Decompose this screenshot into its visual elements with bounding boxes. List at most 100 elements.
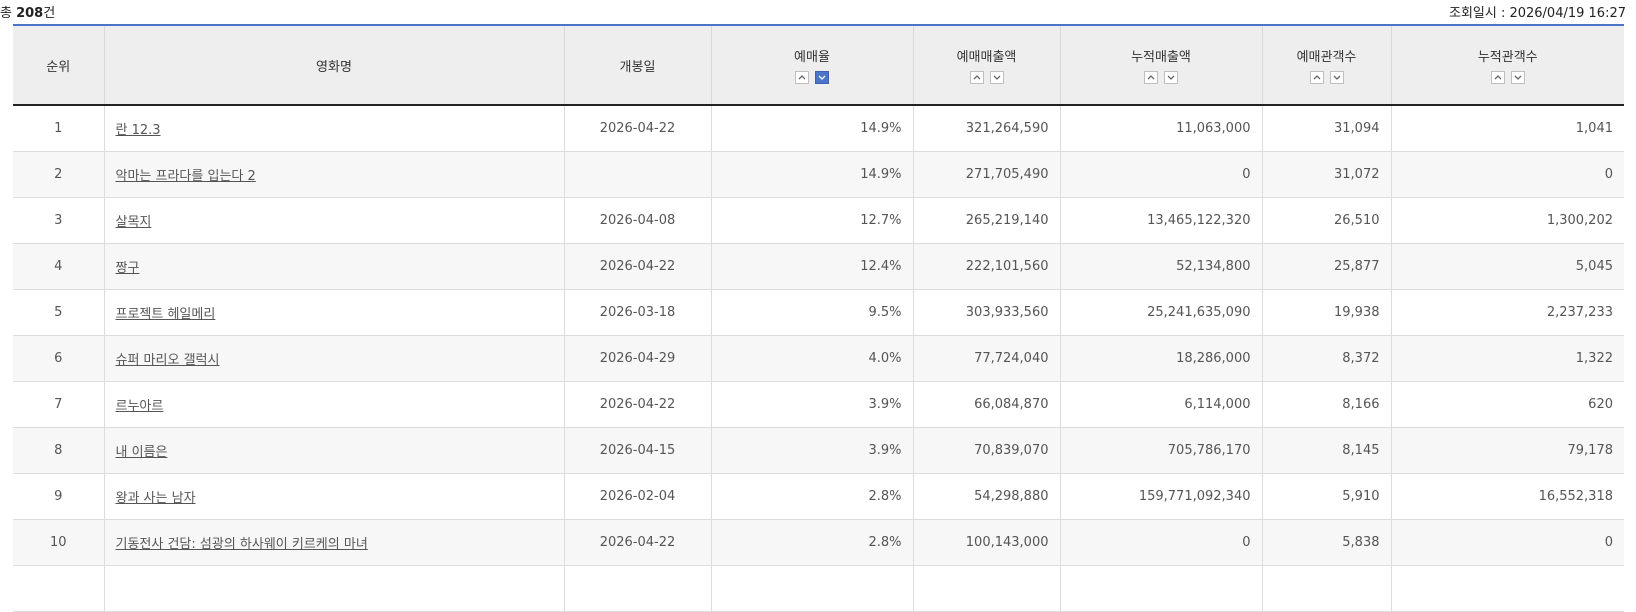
table-row: 8 내 이름은 2026-04-15 3.9% 70,839,070 705,786,17… — [13, 427, 1624, 474]
cell-reservation-sales: 100,143,000 — [912, 519, 1060, 566]
column-header-label: 개봉일 — [619, 59, 656, 75]
movie-title-link[interactable]: 르누아르 — [115, 399, 164, 414]
column-header-label: 예매매출액 — [956, 49, 1017, 65]
movie-title-link[interactable]: 짱구 — [115, 261, 140, 276]
column-header-title: 영화명 — [103, 25, 564, 105]
cell-rank: 1 — [13, 105, 104, 152]
cell-rank: 8 — [13, 427, 104, 474]
cell-reservation-audience: 5,910 — [1261, 473, 1391, 520]
cell-cumulative-audience: 620 — [1390, 381, 1624, 428]
column-header-label: 순위 — [46, 59, 71, 75]
sort-desc-button[interactable] — [989, 70, 1004, 84]
cell-rank: 4 — [13, 243, 104, 290]
cell-release-date: 2026-04-29 — [563, 335, 711, 382]
cell-cumulative-sales: 25,241,635,090 — [1059, 289, 1262, 336]
cell-cumulative-audience: 79,178 — [1390, 427, 1624, 474]
cell-cumulative-audience: 0 — [1390, 151, 1624, 198]
cell-reservation-audience: 19,938 — [1261, 289, 1391, 336]
movie-title-link[interactable]: 프로젝트 헤일메리 — [115, 307, 216, 322]
cell-release-date: 2026-04-15 — [563, 427, 711, 474]
cell-release-date — [563, 151, 711, 198]
sort-asc-button[interactable] — [1144, 70, 1158, 84]
column-header-reservation-audience: 예매관객수 — [1261, 25, 1391, 105]
cell-cumulative-audience — [1390, 565, 1624, 612]
sort-controls — [712, 70, 913, 85]
movie-title-link[interactable]: 란 12.3 — [115, 123, 161, 138]
cell-reservation-sales: 265,219,140 — [912, 197, 1060, 244]
cell-rank: 7 — [13, 381, 104, 428]
cell-reservation-sales — [912, 565, 1060, 612]
cell-reservation-rate: 2.8% — [710, 519, 913, 566]
cell-title: 살목지 — [103, 197, 564, 244]
cell-reservation-sales: 271,705,490 — [912, 151, 1060, 198]
table-row: 10 기동전사 건담: 섬광의 하사웨이 키르케의 마녀 2026-04-22 2.8… — [13, 519, 1624, 566]
column-header-reservation-rate: 예매율 — [710, 25, 913, 105]
cell-reservation-audience: 5,838 — [1261, 519, 1391, 566]
movie-title-link[interactable]: 내 이름은 — [115, 445, 168, 460]
cell-reservation-audience: 31,072 — [1261, 151, 1391, 198]
cell-title: 기동전사 건담: 섬광의 하사웨이 키르케의 마녀 — [103, 519, 564, 566]
sort-asc-button[interactable] — [795, 70, 809, 84]
cell-reservation-audience: 26,510 — [1261, 197, 1391, 244]
cell-cumulative-audience: 0 — [1390, 519, 1624, 566]
cell-reservation-rate: 12.7% — [710, 197, 913, 244]
sort-asc-button[interactable] — [969, 70, 984, 84]
boxoffice-table-wrap: 순위 영화명 개봉일 예매율 예매매출액 누적매출액 예매관객수 누적관객수 1 란 12.3 2… — [13, 24, 1624, 612]
sort-desc-button[interactable] — [1329, 70, 1344, 84]
sort-controls — [1263, 70, 1391, 85]
table-header-row: 순위 영화명 개봉일 예매율 예매매출액 누적매출액 예매관객수 누적관객수 — [13, 25, 1624, 105]
cell-reservation-sales: 222,101,560 — [912, 243, 1060, 290]
cell-reservation-rate: 4.0% — [710, 335, 913, 382]
sort-desc-button[interactable] — [1164, 70, 1178, 84]
cell-reservation-rate: 3.9% — [710, 381, 913, 428]
sort-asc-button[interactable] — [1490, 70, 1505, 84]
sort-asc-button[interactable] — [1309, 70, 1324, 84]
cell-title — [103, 565, 564, 612]
cell-release-date — [563, 565, 711, 612]
cell-cumulative-audience: 2,237,233 — [1390, 289, 1624, 336]
cell-reservation-rate: 9.5% — [710, 289, 913, 336]
cell-release-date: 2026-04-22 — [563, 381, 711, 428]
cell-title: 짱구 — [103, 243, 564, 290]
sort-desc-button[interactable] — [1510, 70, 1525, 84]
column-header-release-date: 개봉일 — [563, 25, 711, 105]
cell-title: 악마는 프라다를 입는다 2 — [103, 151, 564, 198]
movie-title-link[interactable]: 악마는 프라다를 입는다 2 — [115, 169, 256, 184]
query-timestamp: 조회일시 : 2026/04/19 16:27 — [1448, 6, 1626, 21]
cell-reservation-rate: 14.9% — [710, 151, 913, 198]
cell-reservation-rate: 3.9% — [710, 427, 913, 474]
cell-cumulative-audience: 1,322 — [1390, 335, 1624, 382]
cell-cumulative-sales: 18,286,000 — [1059, 335, 1262, 382]
table-row: 7 르누아르 2026-04-22 3.9% 66,084,870 6,114,000 8,… — [13, 381, 1624, 428]
cell-reservation-rate: 12.4% — [710, 243, 913, 290]
movie-title-link[interactable]: 슈퍼 마리오 갤럭시 — [115, 353, 220, 368]
column-header-label: 누적관객수 — [1477, 49, 1538, 65]
cell-reservation-sales: 77,724,040 — [912, 335, 1060, 382]
cell-cumulative-audience: 1,300,202 — [1390, 197, 1624, 244]
cell-reservation-audience — [1261, 565, 1391, 612]
sort-desc-button[interactable] — [815, 70, 829, 84]
table-row: 2 악마는 프라다를 입는다 2 14.9% 271,705,490 0 31,072 0 — [13, 151, 1624, 198]
column-header-label: 예매관객수 — [1296, 49, 1357, 65]
movie-title-link[interactable]: 왕과 사는 남자 — [115, 491, 196, 506]
table-row: 6 슈퍼 마리오 갤럭시 2026-04-29 4.0% 77,724,040 18,28… — [13, 335, 1624, 382]
cell-title: 내 이름은 — [103, 427, 564, 474]
column-header-label: 누적매출액 — [1131, 49, 1191, 65]
cell-rank — [13, 565, 104, 612]
movie-title-link[interactable]: 기동전사 건담: 섬광의 하사웨이 키르케의 마녀 — [115, 537, 368, 552]
cell-rank: 5 — [13, 289, 104, 336]
column-header-cumulative-audience: 누적관객수 — [1390, 25, 1624, 105]
column-header-label: 영화명 — [316, 59, 352, 75]
cell-cumulative-sales: 0 — [1059, 519, 1262, 566]
cell-rank: 10 — [13, 519, 104, 566]
cell-reservation-audience: 31,094 — [1261, 105, 1391, 152]
movie-title-link[interactable]: 살목지 — [115, 215, 152, 230]
cell-title: 왕과 사는 남자 — [103, 473, 564, 520]
cell-release-date: 2026-04-22 — [563, 105, 711, 152]
table-row — [13, 565, 1624, 612]
cell-cumulative-audience: 16,552,318 — [1390, 473, 1624, 520]
cell-title: 슈퍼 마리오 갤럭시 — [103, 335, 564, 382]
cell-title: 르누아르 — [103, 381, 564, 428]
cell-release-date: 2026-04-08 — [563, 197, 711, 244]
